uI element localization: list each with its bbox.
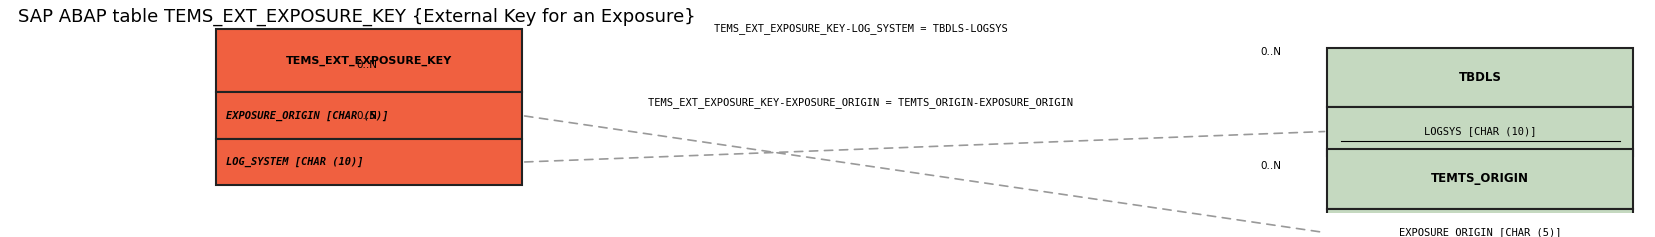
Text: TEMS_EXT_EXPOSURE_KEY-EXPOSURE_ORIGIN = TEMTS_ORIGIN-EXPOSURE_ORIGIN: TEMS_EXT_EXPOSURE_KEY-EXPOSURE_ORIGIN = … bbox=[649, 97, 1072, 108]
FancyBboxPatch shape bbox=[1327, 107, 1633, 156]
Text: LOGSYS [CHAR (10)]: LOGSYS [CHAR (10)] bbox=[1423, 126, 1536, 137]
FancyBboxPatch shape bbox=[217, 29, 521, 92]
Text: 0..N: 0..N bbox=[1261, 47, 1283, 57]
FancyBboxPatch shape bbox=[217, 139, 521, 185]
FancyBboxPatch shape bbox=[1327, 149, 1633, 209]
Text: TEMS_EXT_EXPOSURE_KEY: TEMS_EXT_EXPOSURE_KEY bbox=[286, 55, 452, 66]
FancyBboxPatch shape bbox=[1327, 209, 1633, 237]
Text: EXPOSURE_ORIGIN [CHAR (5)]: EXPOSURE_ORIGIN [CHAR (5)] bbox=[1398, 228, 1561, 237]
FancyBboxPatch shape bbox=[217, 92, 521, 139]
Text: TEMS_EXT_EXPOSURE_KEY-LOG_SYSTEM = TBDLS-LOGSYS: TEMS_EXT_EXPOSURE_KEY-LOG_SYSTEM = TBDLS… bbox=[713, 23, 1008, 34]
Text: 0..N: 0..N bbox=[356, 60, 377, 70]
Text: SAP ABAP table TEMS_EXT_EXPOSURE_KEY {External Key for an Exposure}: SAP ABAP table TEMS_EXT_EXPOSURE_KEY {Ex… bbox=[18, 8, 695, 26]
FancyBboxPatch shape bbox=[1327, 48, 1633, 107]
Text: 0..N: 0..N bbox=[1261, 161, 1283, 171]
Text: TEMTS_ORIGIN: TEMTS_ORIGIN bbox=[1432, 173, 1529, 186]
Text: 0..N: 0..N bbox=[356, 111, 377, 121]
Text: LOG_SYSTEM [CHAR (10)]: LOG_SYSTEM [CHAR (10)] bbox=[227, 157, 364, 167]
Text: EXPOSURE_ORIGIN [CHAR (5)]: EXPOSURE_ORIGIN [CHAR (5)] bbox=[227, 110, 389, 121]
Text: TBDLS: TBDLS bbox=[1458, 71, 1501, 84]
